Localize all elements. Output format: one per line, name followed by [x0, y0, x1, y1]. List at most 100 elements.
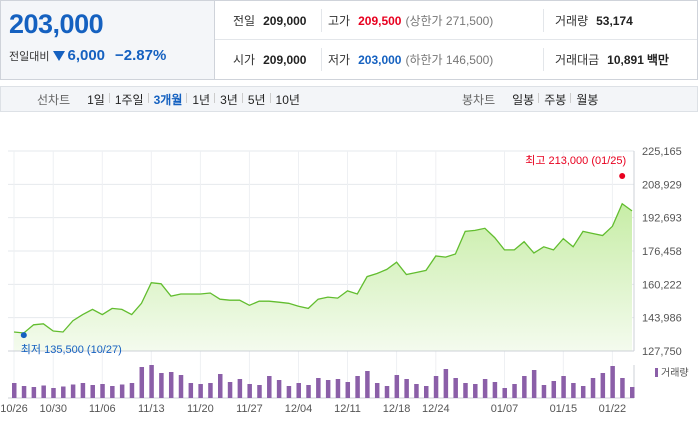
volume-bar — [227, 382, 233, 398]
volume-bar — [345, 382, 351, 398]
price-line — [13, 202, 633, 334]
open-cell: 시가 209,000 — [233, 40, 306, 79]
volume-bar — [276, 380, 282, 398]
volume-bar — [541, 385, 547, 398]
stats-row-2: 시가 209,000 저가 203,000 (하한가 146,500) 거래대금… — [215, 40, 697, 79]
volume-bar — [384, 386, 390, 398]
volume-bar — [433, 376, 439, 398]
volume-bar — [365, 371, 370, 398]
date-tick-label: 11/13 — [138, 403, 165, 415]
current-price: 203,000 — [9, 9, 104, 39]
chart-tabs: 선차트 1일 1주일 3개월 1년 3년 5년 10년 봉차트 일봉 주봉 월봉 — [0, 86, 698, 112]
price-box: 203,000 전일대비 6,000 −2.87% — [1, 1, 215, 79]
amount-unit: 백만 — [646, 53, 669, 67]
volume-label: 거래량 — [555, 14, 589, 28]
volume-bar — [580, 386, 586, 398]
volume-bar — [620, 378, 625, 398]
volume-bar — [414, 384, 419, 398]
volume-bar — [168, 372, 174, 398]
volume-bar — [198, 384, 203, 398]
down-triangle-icon — [53, 51, 66, 61]
min-point — [20, 332, 27, 339]
date-tick-label: 10/26 — [0, 403, 28, 415]
volume-cell: 거래량 53,174 — [555, 1, 633, 40]
volume-bar — [492, 382, 498, 398]
line-chart-tabs: 선차트 1일 1주일 3개월 1년 3년 5년 10년 — [37, 87, 305, 111]
volume-bar — [551, 381, 557, 398]
min-label: 최저 135,500 (10/27) — [21, 343, 122, 356]
candle-chart-title: 봉차트 — [462, 92, 496, 107]
volume-bar — [424, 386, 429, 398]
volume-bar — [80, 383, 86, 398]
tab-1y[interactable]: 1년 — [186, 91, 215, 108]
date-tick-label: 11/06 — [89, 403, 116, 415]
prev-close-cell: 전일 209,000 — [233, 1, 306, 40]
volume-bar — [374, 383, 380, 398]
volume-bar — [247, 384, 252, 398]
volume-bar — [31, 387, 37, 398]
amount-value: 10,891 — [607, 52, 644, 67]
volume-bar — [257, 385, 262, 398]
tab-1d[interactable]: 1일 — [87, 92, 105, 107]
volume-bar — [218, 374, 223, 398]
volume-bar — [70, 384, 76, 398]
price-tick-label: 225,165 — [642, 146, 682, 158]
date-tick-label: 01/15 — [550, 403, 578, 415]
volume-bar — [600, 373, 606, 398]
line-chart-title: 선차트 — [37, 92, 71, 107]
volume-bar — [463, 383, 468, 398]
volume-bar — [267, 376, 272, 398]
tab-monthly[interactable]: 월봉 — [570, 91, 603, 108]
volume-bar — [188, 383, 194, 398]
volume-bar — [90, 385, 95, 398]
volume-legend-swatch — [655, 368, 658, 377]
divider — [321, 9, 322, 32]
volume-bar — [178, 375, 184, 398]
volume-bar — [404, 379, 409, 398]
tab-3m[interactable]: 3개월 — [147, 91, 188, 108]
open-label: 시가 — [233, 53, 256, 67]
volume-bar — [610, 366, 615, 398]
volume-bar — [453, 378, 458, 398]
prev-close-value: 209,000 — [263, 13, 307, 28]
volume-bar — [394, 375, 400, 398]
price-chart-svg: 225,165 208,929 192,693 176,458 160,222 143,9… — [0, 146, 688, 415]
price-tick-label: 176,458 — [642, 246, 682, 258]
volume-bar — [473, 384, 478, 398]
volume-bar — [502, 388, 507, 398]
volume-bar — [443, 369, 449, 398]
quote-panel: 203,000 전일대비 6,000 −2.87% 전일 209,000 고가 … — [0, 0, 698, 80]
volume-bar — [208, 383, 213, 398]
tab-10y[interactable]: 10년 — [269, 91, 305, 108]
volume-bar — [571, 383, 576, 398]
volume-bar — [129, 383, 135, 398]
volume-bar — [237, 379, 243, 398]
tab-weekly[interactable]: 주봉 — [538, 91, 571, 108]
high-label: 고가 — [328, 14, 351, 28]
date-tick-label: 11/27 — [236, 403, 263, 415]
change-value: 6,000 — [67, 47, 106, 64]
divider — [321, 48, 322, 71]
tab-3y[interactable]: 3년 — [214, 91, 243, 108]
date-tick-label: 12/11 — [334, 403, 361, 415]
price-tick-label: 208,929 — [642, 179, 682, 191]
upper-limit: (상한가 271,500) — [405, 14, 494, 28]
price-chart[interactable]: 225,165 208,929 192,693 176,458 160,222 143,9… — [0, 140, 698, 432]
low-label: 저가 — [328, 53, 351, 67]
date-tick-label: 12/24 — [422, 403, 450, 415]
tab-daily[interactable]: 일봉 — [512, 92, 535, 107]
date-tick-label: 01/07 — [491, 403, 519, 415]
max-label: 최고 213,000 (01/25) — [525, 154, 626, 167]
change-row: 전일대비 6,000 −2.87% — [9, 47, 166, 64]
tab-1w[interactable]: 1주일 — [108, 91, 149, 108]
prev-close-label: 전일 — [233, 14, 256, 28]
change-label: 전일대비 — [9, 50, 50, 63]
tab-5y[interactable]: 5년 — [241, 91, 271, 108]
divider — [543, 48, 544, 71]
high-value: 209,500 — [358, 13, 402, 28]
stats-row-1: 전일 209,000 고가 209,500 (상한가 271,500) 거래량 … — [215, 1, 697, 40]
high-cell: 고가 209,500 (상한가 271,500) — [328, 1, 493, 40]
divider — [543, 9, 544, 32]
volume-bar — [296, 383, 301, 398]
price-tick-label: 127,750 — [642, 346, 682, 358]
